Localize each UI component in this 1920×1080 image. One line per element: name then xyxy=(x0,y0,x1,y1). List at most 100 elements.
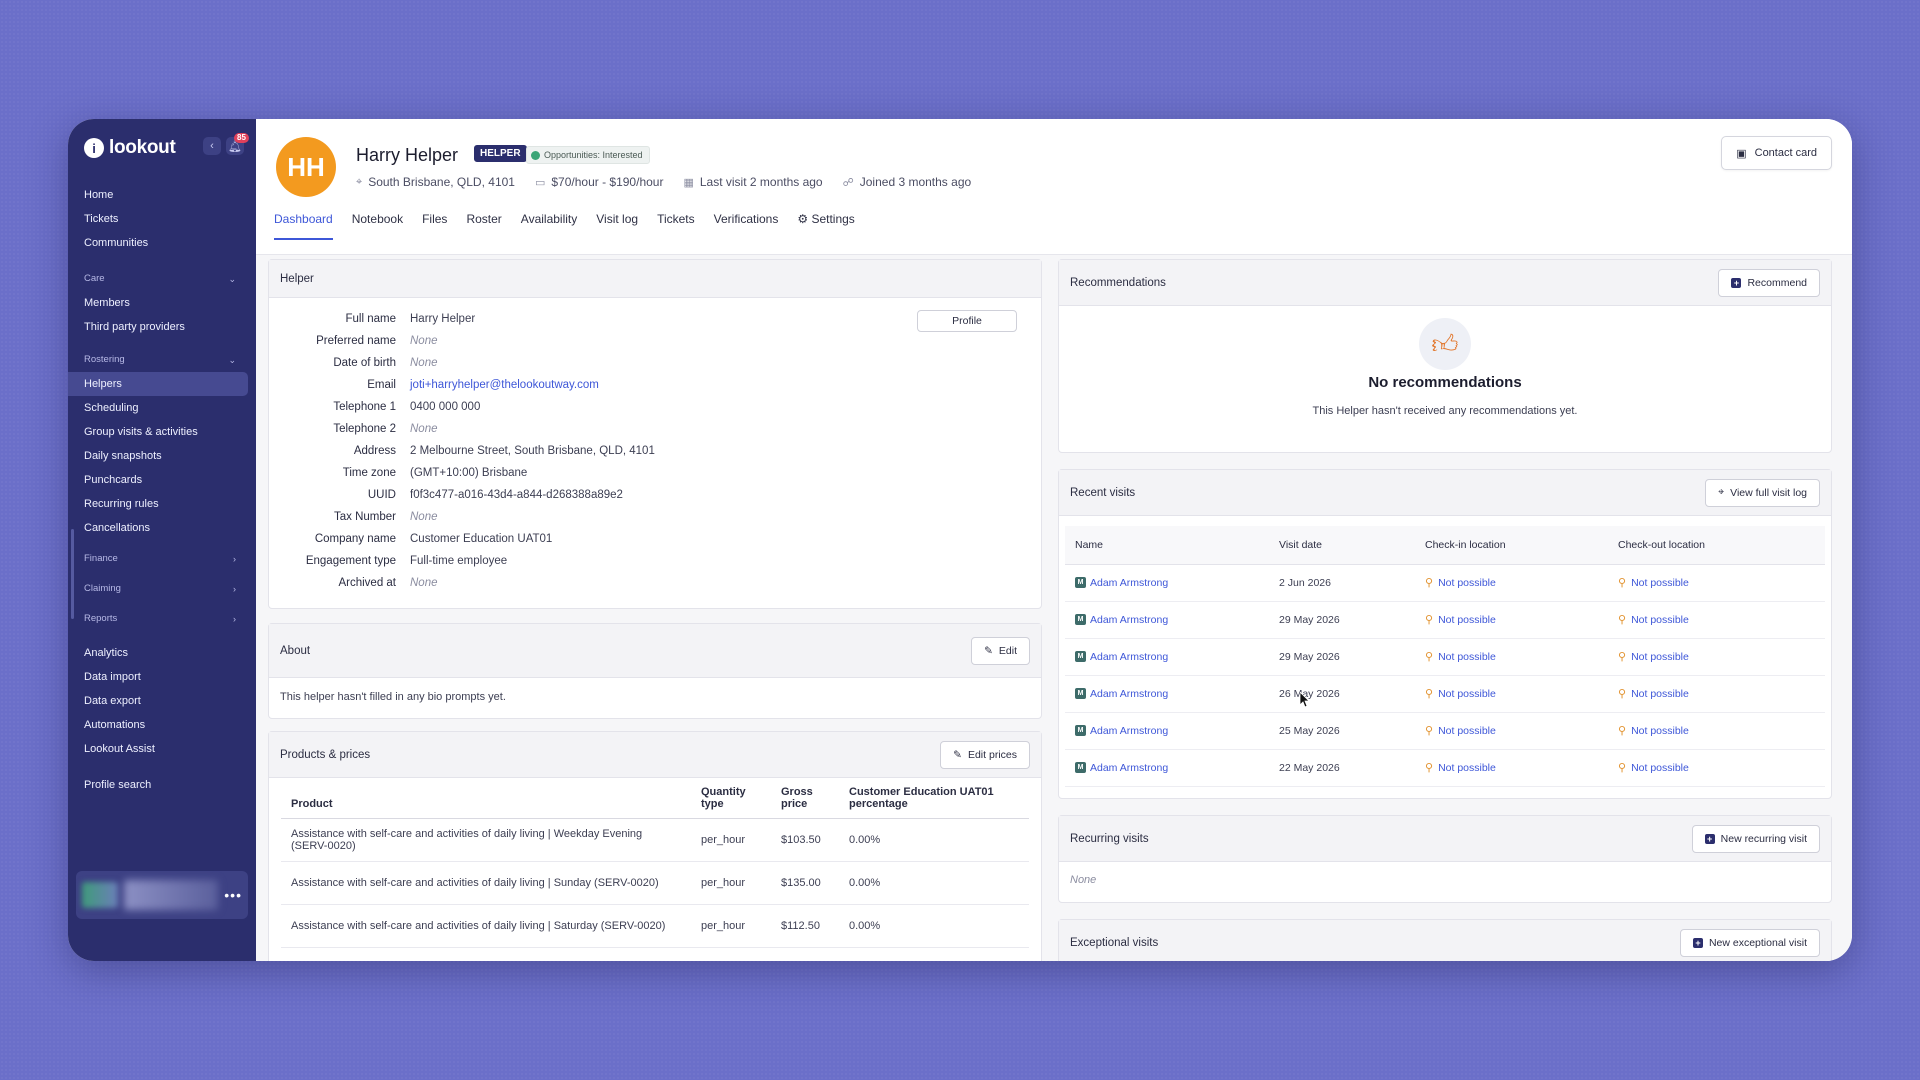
check-out-text: Not possible xyxy=(1631,650,1689,663)
column-header: Product xyxy=(281,778,691,819)
nav-item-profile-search[interactable]: Profile search xyxy=(84,779,152,791)
check-in-link[interactable]: ⚲ Not possible xyxy=(1425,650,1598,664)
new-recurring-visit-button[interactable]: + New recurring visit xyxy=(1691,824,1820,853)
nav-section-rostering[interactable]: Rostering ⌄ xyxy=(68,348,256,372)
field-archived-at: Archived at None xyxy=(269,572,909,594)
id-card-icon: ▣ xyxy=(1736,147,1747,160)
card-title: About xyxy=(280,644,311,657)
field-value: Full-time employee xyxy=(410,555,508,567)
email-link[interactable]: joti+harryhelper@thelookoutway.com xyxy=(410,379,599,391)
member-link[interactable]: M Adam Armstrong xyxy=(1075,725,1259,737)
check-out-link[interactable]: ⚲ Not possible xyxy=(1618,613,1815,627)
profile-meta: ⌖ South Brisbane, QLD, 4101 ▭ $70/hour - $… xyxy=(356,175,971,189)
member-link[interactable]: M Adam Armstrong xyxy=(1075,577,1259,589)
gross-price: $135.00 xyxy=(771,861,839,905)
nav-section-care[interactable]: Care ⌄ xyxy=(68,267,256,291)
products-table: Product Quantity type Gross price Custom… xyxy=(281,778,1029,948)
chevron-right-icon: › xyxy=(233,584,236,594)
profile-button[interactable]: Profile xyxy=(917,310,1017,332)
check-in-link[interactable]: ⚲ Not possible xyxy=(1425,687,1598,701)
field-label: Date of birth xyxy=(333,357,396,369)
check-in-link[interactable]: ⚲ Not possible xyxy=(1425,613,1598,627)
tab-availability[interactable]: Availability xyxy=(520,212,578,226)
nav-item-cancellations[interactable]: Cancellations xyxy=(84,522,151,534)
nav-item-data-import[interactable]: Data import xyxy=(84,671,141,683)
location-pin-icon: ⚲ xyxy=(1618,688,1627,700)
nav-item-daily-snapshots[interactable]: Daily snapshots xyxy=(84,450,162,462)
check-out-text: Not possible xyxy=(1631,724,1689,737)
check-out-link[interactable]: ⚲ Not possible xyxy=(1618,650,1815,664)
button-label: View full visit log xyxy=(1730,486,1807,499)
tab-notebook[interactable]: Notebook xyxy=(351,212,404,226)
nav-item-scheduling[interactable]: Scheduling xyxy=(84,402,139,414)
tab-tickets[interactable]: Tickets xyxy=(657,212,695,226)
field-time-zone: Time zone (GMT+10:00) Brisbane xyxy=(269,462,909,484)
tab-dashboard[interactable]: Dashboard xyxy=(274,212,333,240)
thumbs-up-icon: 👍︎ xyxy=(1419,318,1471,370)
view-visit-log-button[interactable]: ⌖ View full visit log xyxy=(1705,478,1820,507)
tab-bar: Dashboard Notebook Files Roster Availabi… xyxy=(274,212,855,240)
location-pin-icon: ⚲ xyxy=(1618,651,1627,663)
nav-item-analytics[interactable]: Analytics xyxy=(84,647,129,659)
sidebar-scrollbar[interactable] xyxy=(71,529,74,619)
nav-item-communities[interactable]: Communities xyxy=(84,237,149,249)
check-out-link[interactable]: ⚲ Not possible xyxy=(1618,761,1815,775)
nav-item-punchcards[interactable]: Punchcards xyxy=(84,474,143,486)
nav-item-recurring-rules[interactable]: Recurring rules xyxy=(84,498,159,510)
member-link[interactable]: M Adam Armstrong xyxy=(1075,651,1259,663)
check-out-link[interactable]: ⚲ Not possible xyxy=(1618,687,1815,701)
field-value: (GMT+10:00) Brisbane xyxy=(410,467,528,479)
product-name: Assistance with self-care and activities… xyxy=(281,904,691,948)
nav-section-claiming[interactable]: Claiming › xyxy=(68,577,256,601)
visit-name-cell: M Adam Armstrong xyxy=(1065,675,1269,713)
percentage: 0.00% xyxy=(839,861,1029,905)
tab-verifications[interactable]: Verifications xyxy=(713,212,779,226)
more-icon[interactable]: ••• xyxy=(224,887,242,903)
check-out-link[interactable]: ⚲ Not possible xyxy=(1618,724,1815,738)
nav-item-data-export[interactable]: Data export xyxy=(84,695,141,707)
new-exceptional-visit-button[interactable]: + New exceptional visit xyxy=(1679,928,1820,957)
nav-item-group-visits[interactable]: Group visits & activities xyxy=(84,426,198,438)
money-icon: ▭ xyxy=(534,176,546,189)
recommend-button[interactable]: + Recommend xyxy=(1718,268,1820,297)
profile-header: HH Harry Helper HELPER Opportunities: In… xyxy=(256,119,1852,255)
member-link[interactable]: M Adam Armstrong xyxy=(1075,762,1259,774)
member-link[interactable]: M Adam Armstrong xyxy=(1075,614,1259,626)
column-header: Check-in location xyxy=(1415,526,1608,565)
location-pin-icon: ⚲ xyxy=(1425,762,1434,774)
card-header: Recurring visits + New recurring visit xyxy=(1059,816,1831,862)
check-in-link[interactable]: ⚲ Not possible xyxy=(1425,761,1598,775)
chevron-right-icon: › xyxy=(233,554,236,564)
brand-name: lookout xyxy=(109,137,176,158)
check-in-link[interactable]: ⚲ Not possible xyxy=(1425,724,1598,738)
nav-item-automations[interactable]: Automations xyxy=(84,719,146,731)
user-account[interactable]: ••• xyxy=(76,871,248,919)
card-title: Products & prices xyxy=(280,748,371,761)
nav-collapsed: Finance › Claiming › Reports › xyxy=(68,547,256,631)
contact-card-button[interactable]: ▣ Contact card xyxy=(1721,136,1832,170)
nav-item-members[interactable]: Members xyxy=(84,297,130,309)
nav-section-reports[interactable]: Reports › xyxy=(68,607,256,631)
visit-date: 2 Jun 2026 xyxy=(1269,564,1415,602)
nav-item-tickets[interactable]: Tickets xyxy=(84,213,119,225)
nav-item-helpers[interactable]: Helpers xyxy=(68,372,248,396)
check-in-link[interactable]: ⚲ Not possible xyxy=(1425,576,1598,590)
edit-about-button[interactable]: ✎ Edit xyxy=(971,636,1030,665)
tab-visit-log[interactable]: Visit log xyxy=(596,212,639,226)
tab-roster[interactable]: Roster xyxy=(466,212,502,226)
edit-prices-button[interactable]: ✎ Edit prices xyxy=(940,740,1030,769)
brand[interactable]: i lookout xyxy=(84,137,176,159)
tab-settings[interactable]: ⚙︎ Settings xyxy=(797,212,854,240)
field-date-of-birth: Date of birth None xyxy=(269,352,909,374)
nav-item-home[interactable]: Home xyxy=(84,189,114,201)
nav-item-third-party-providers[interactable]: Third party providers xyxy=(84,321,185,333)
nav-item-lookout-assist[interactable]: Lookout Assist xyxy=(84,743,155,755)
member-icon: M xyxy=(1075,725,1086,736)
table-row: M Adam Armstrong 29 May 2026 ⚲ Not possibl… xyxy=(1065,601,1825,639)
member-link[interactable]: M Adam Armstrong xyxy=(1075,688,1259,700)
field-label: Email xyxy=(367,379,396,391)
check-out-link[interactable]: ⚲ Not possible xyxy=(1618,576,1815,590)
collapse-sidebar-button[interactable]: ‹ xyxy=(203,137,221,155)
tab-files[interactable]: Files xyxy=(422,212,448,226)
nav-section-finance[interactable]: Finance › xyxy=(68,547,256,571)
